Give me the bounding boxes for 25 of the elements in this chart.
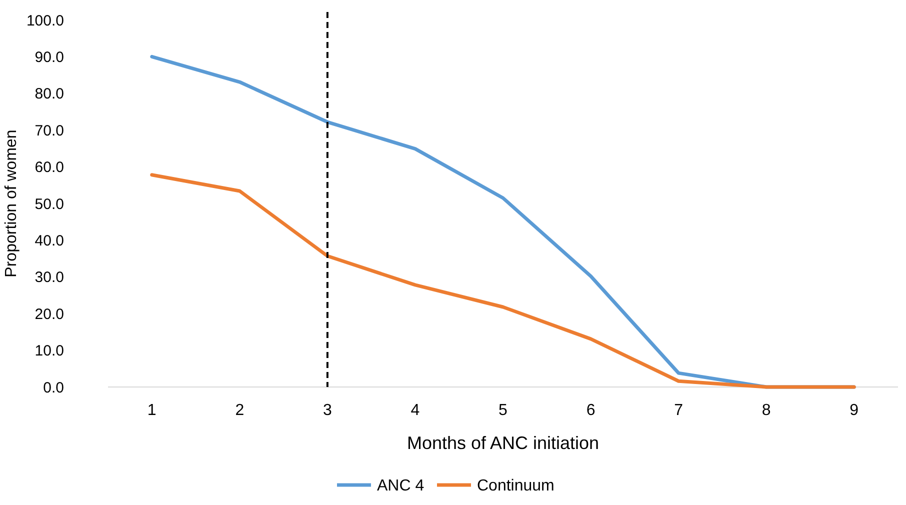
y-tick-label: 10.0 — [34, 342, 64, 360]
x-axis-title: Months of ANC initiation — [406, 433, 600, 453]
y-tick-label: 20.0 — [34, 306, 64, 323]
y-tick-label: 70.0 — [34, 122, 64, 140]
y-tick-label: 80.0 — [34, 86, 64, 103]
y-axis-title: Proportion of women — [3, 130, 20, 278]
x-tick-label: 6 — [586, 402, 596, 419]
y-tick-label: 60.0 — [34, 159, 64, 176]
legend-label: Continuum — [477, 478, 554, 495]
x-tick-label: 7 — [674, 402, 684, 419]
y-tick-label: 90.0 — [34, 48, 64, 66]
y-tick-label: 0.0 — [43, 379, 64, 396]
x-tick-label: 4 — [410, 402, 420, 419]
y-tick-label: 40.0 — [34, 232, 64, 250]
x-tick-label: 2 — [235, 402, 244, 419]
x-tick-label: 3 — [322, 402, 332, 419]
x-tick-label: 1 — [147, 402, 156, 419]
x-tick-label: 8 — [762, 402, 771, 419]
y-tick-label: 50.0 — [34, 196, 64, 213]
y-tick-label: 100.0 — [26, 12, 64, 30]
x-tick-label: 9 — [850, 402, 859, 419]
legend-label: ANC 4 — [377, 478, 424, 495]
y-tick-label: 30.0 — [34, 269, 64, 286]
x-tick-label: 5 — [498, 402, 508, 419]
line-series — [150, 173, 856, 389]
